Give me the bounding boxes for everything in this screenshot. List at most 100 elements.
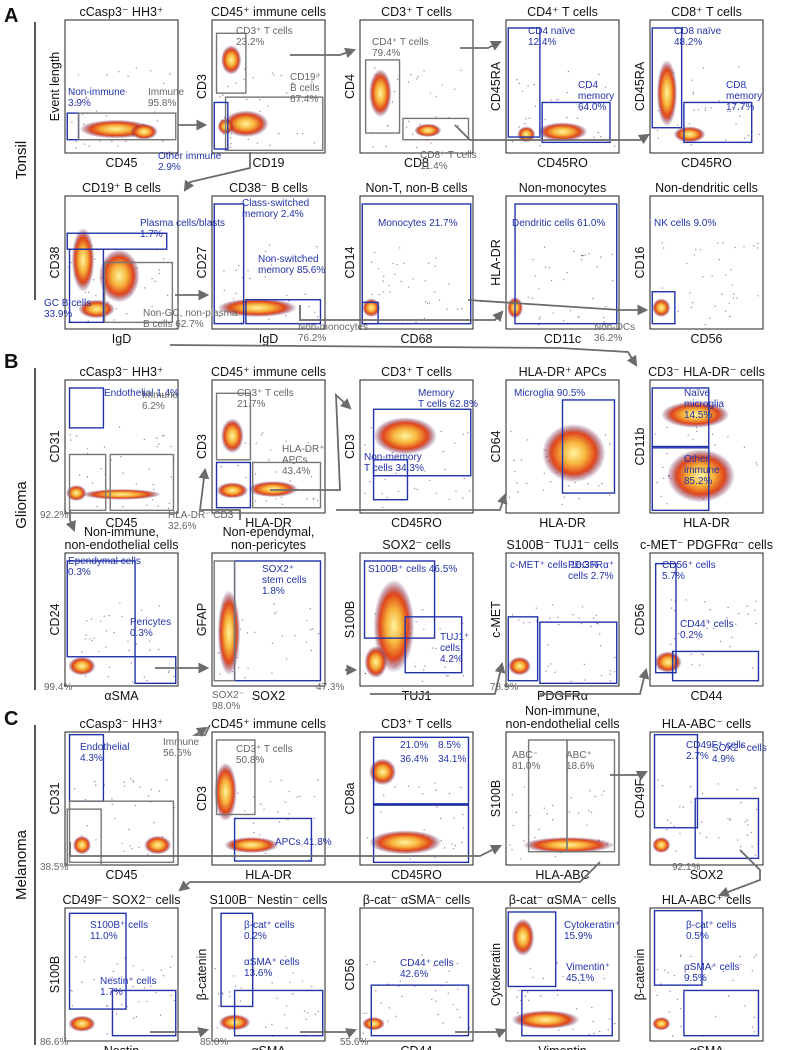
event-dot: [303, 1010, 306, 1012]
gate-label: 78.9%: [490, 682, 518, 693]
gate-label: Cytokeratin⁺ 15.9%: [564, 920, 620, 942]
y-axis-label: CD14: [343, 246, 357, 278]
density-cloud: [221, 45, 242, 75]
event-dot: [556, 994, 559, 996]
event-dot: [218, 315, 221, 318]
panel-title: Non-immune, non-endothelial cells: [506, 704, 620, 731]
event-dot: [517, 989, 520, 992]
gate-outline: [68, 912, 127, 1010]
event-dot: [706, 627, 708, 630]
event-dot: [555, 99, 557, 101]
event-dot: [302, 132, 304, 135]
gate-outline: [68, 387, 105, 429]
event-dot: [425, 300, 427, 303]
y-axis-label: c-MET: [489, 601, 503, 638]
event-dot: [511, 140, 514, 143]
event-dot: [594, 795, 597, 798]
y-axis-label: CD27: [195, 246, 209, 278]
event-dot: [600, 674, 603, 677]
event-dot: [166, 294, 169, 297]
event-dot: [692, 438, 694, 441]
event-dot: [424, 665, 426, 667]
event-dot: [407, 81, 410, 83]
event-dot: [276, 997, 278, 999]
event-dot: [522, 622, 525, 624]
event-dot: [296, 132, 299, 135]
gate-label: 86.6%: [40, 1037, 68, 1048]
event-dot: [86, 824, 88, 827]
density-cloud: [68, 1015, 96, 1032]
density-cloud: [223, 110, 269, 138]
event-dot: [427, 262, 430, 264]
y-axis-label: S100B: [48, 956, 62, 994]
event-dot: [725, 274, 727, 276]
event-dot: [135, 1015, 138, 1018]
event-dot: [271, 72, 274, 74]
event-dot: [95, 110, 98, 112]
event-dot: [280, 74, 282, 77]
event-dot: [167, 671, 170, 674]
event-dot: [584, 88, 587, 90]
event-dot: [462, 433, 464, 436]
event-dot: [285, 314, 287, 317]
event-dot: [680, 1007, 682, 1010]
event-dot: [86, 448, 88, 450]
event-dot: [693, 254, 696, 256]
event-dot: [364, 444, 366, 446]
event-dot: [116, 145, 119, 147]
event-dot: [602, 316, 605, 319]
x-axis-label: SOX2: [252, 689, 285, 703]
panel-title: Non-dendritic cells: [655, 181, 758, 195]
event-dot: [389, 291, 391, 293]
event-dot: [249, 277, 251, 280]
gate-label: Monocytes 21.7%: [378, 218, 458, 229]
gate-label: β-cat⁺ cells 0.2%: [244, 920, 294, 942]
event-dot: [416, 78, 418, 80]
panel-title: Non-monocytes: [519, 181, 607, 195]
event-dot: [435, 647, 437, 650]
event-dot: [162, 82, 165, 85]
event-dot: [756, 464, 758, 466]
event-dot: [135, 643, 138, 645]
density-cloud: [517, 126, 536, 143]
event-dot: [105, 115, 108, 117]
event-dot: [313, 817, 315, 820]
event-dot: [745, 87, 747, 89]
x-axis-label: CD56: [691, 332, 723, 346]
event-dot: [701, 793, 703, 795]
gate-label: Immune 56.6%: [163, 737, 200, 759]
panel-title: c-MET⁻ PDGFRα⁻ cells: [640, 538, 773, 552]
event-dot: [362, 1032, 365, 1034]
event-dot: [382, 291, 385, 293]
event-dot: [170, 445, 172, 448]
panel-title: Non-T, non-B cells: [365, 181, 467, 195]
event-dot: [307, 1012, 309, 1014]
density-cloud: [216, 482, 249, 499]
event-dot: [269, 449, 272, 451]
event-dot: [283, 1014, 286, 1016]
event-dot: [448, 970, 450, 972]
gate-outline: [671, 650, 760, 682]
event-dot: [94, 258, 96, 260]
event-dot: [608, 494, 611, 496]
event-dot: [688, 975, 690, 978]
event-dot: [139, 786, 141, 788]
event-dot: [435, 789, 437, 791]
event-dot: [294, 635, 296, 637]
event-dot: [596, 622, 598, 625]
event-dot: [222, 94, 224, 96]
event-dot: [138, 1001, 140, 1003]
event-dot: [441, 84, 443, 86]
event-dot: [588, 810, 590, 812]
event-dot: [271, 1023, 273, 1026]
event-dot: [711, 274, 713, 277]
event-dot: [599, 644, 602, 647]
gate-label: CD3⁺ T cells 50.8%: [236, 744, 293, 766]
event-dot: [581, 106, 584, 109]
event-dot: [366, 837, 369, 839]
event-dot: [306, 498, 308, 500]
gate-outline: [370, 984, 470, 1037]
event-dot: [86, 476, 89, 478]
event-dot: [569, 309, 572, 312]
event-dot: [704, 109, 706, 112]
